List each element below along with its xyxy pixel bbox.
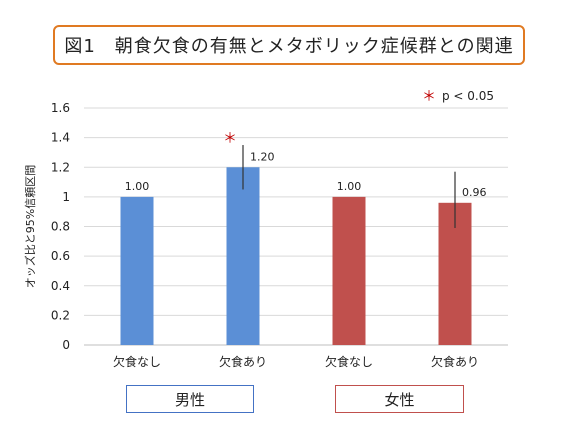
- significance-marker: ＊: [223, 131, 237, 147]
- y-tick-label: 0.8: [51, 220, 70, 234]
- data-label: 1.00: [125, 180, 150, 193]
- x-tick-label: 欠食あり: [219, 354, 267, 369]
- y-tick-label: 1: [62, 190, 70, 204]
- y-tick-label: 0.2: [51, 308, 70, 322]
- significance-note-mark: ＊: [422, 89, 436, 105]
- y-axis-label: オッズ比と95%信頼区間: [23, 165, 37, 288]
- bar: [226, 167, 260, 345]
- y-tick-label: 1.2: [51, 160, 70, 174]
- x-tick-label: 欠食なし: [325, 354, 373, 369]
- y-tick-label: 1.6: [51, 101, 70, 115]
- y-tick-label: 1.4: [51, 131, 70, 145]
- data-label: 0.96: [462, 186, 487, 199]
- y-tick-label: 0.6: [51, 249, 70, 263]
- group-label-male: 男性: [126, 385, 254, 413]
- bar: [120, 196, 154, 345]
- y-tick-label: 0: [62, 338, 70, 352]
- bar: [332, 196, 366, 345]
- y-tick-label: 0.4: [51, 279, 70, 293]
- data-label: 1.00: [337, 180, 362, 193]
- group-label-female: 女性: [335, 385, 464, 413]
- data-label: 1.20: [250, 150, 275, 163]
- chart-title: 図1 朝食欠食の有無とメタボリック症候群との関連: [53, 25, 525, 65]
- x-tick-label: 欠食なし: [113, 354, 161, 369]
- significance-note-text: p < 0.05: [442, 89, 494, 103]
- x-tick-label: 欠食あり: [431, 354, 479, 369]
